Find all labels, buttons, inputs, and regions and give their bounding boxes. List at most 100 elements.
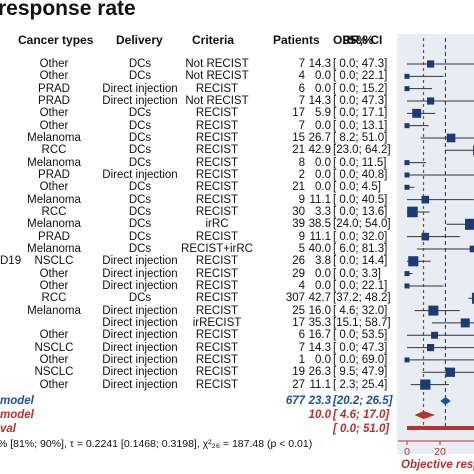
cancer-type-cell: Other — [39, 181, 69, 194]
delivery-cell: Direct injection — [102, 366, 178, 379]
cancer-type-cell: Other — [39, 279, 69, 292]
cancer-type-cell: Melanoma — [27, 156, 81, 169]
criteria-cell: RECIST — [195, 144, 239, 157]
criteria-cell: RECIST — [195, 205, 239, 218]
delivery-cell: Direct injection — [102, 267, 178, 280]
cancer-type-cell: PRAD — [38, 168, 70, 181]
patients-cell: 9 — [298, 193, 305, 206]
cancer-type-cell: Melanoma — [27, 131, 81, 144]
orr-cell: 35.3 — [308, 316, 331, 329]
criteria-cell: RECIST — [195, 131, 239, 144]
delivery-cell: Direct injection — [102, 378, 178, 391]
delivery-cell: DCs — [128, 107, 152, 120]
orr-cell: 26.7 — [308, 131, 331, 144]
delivery-cell: DCs — [128, 58, 152, 70]
ci-cell: [ 0.0; 22.1] — [333, 279, 388, 292]
orr-cell: 0.0 — [315, 168, 331, 181]
x-axis-label: Objective resp — [401, 459, 474, 471]
ci-cell: [15.1; 58.7] — [333, 316, 391, 329]
criteria-cell: RECIST — [195, 353, 239, 366]
axis-tick-0: 0 — [404, 446, 410, 458]
delivery-cell: DCs — [128, 242, 152, 255]
patients-cell: 30 — [292, 205, 305, 218]
delivery-cell: DCs — [128, 119, 152, 132]
patients-cell: 15 — [292, 131, 305, 144]
orr-cell: 0.0 — [315, 156, 331, 169]
ci-cell: [ 0.0; 3.3] — [333, 267, 381, 280]
criteria-cell: RECIST — [195, 181, 239, 194]
ci-cell: [ 0.0; 4.5] — [333, 181, 381, 194]
patients-cell: 19 — [292, 366, 305, 379]
ci-cell: [24.0; 54.0] — [333, 218, 391, 231]
patients-cell: 25 — [292, 304, 305, 317]
study-marker — [404, 271, 410, 277]
random-summary-diamond — [440, 397, 451, 405]
patients-cell: 21 — [292, 144, 305, 157]
cancer-type-cell: Other — [39, 70, 69, 83]
header-ci: 95% CI — [343, 33, 383, 47]
ci-cell: [ 0.0; 53.5] — [333, 329, 388, 342]
fixed-model-label: model — [0, 409, 34, 421]
patients-cell: 307 — [285, 292, 305, 305]
criteria-cell: RECIST — [195, 267, 239, 280]
header-cancer-types: Cancer types — [18, 33, 94, 47]
cancer-type-cell: Other — [39, 107, 69, 120]
delivery-cell: Direct injection — [102, 353, 178, 366]
ci-cell: [ 0.0; 47.3] — [333, 94, 388, 107]
study-marker — [404, 357, 410, 363]
prediction-interval-bar — [407, 426, 474, 430]
patients-cell: 17 — [292, 107, 305, 120]
patients-cell: 4 — [298, 70, 305, 83]
patients-cell: 7 — [298, 341, 305, 354]
header-criteria: Criteria — [192, 33, 235, 47]
header-patients: Patients — [273, 33, 320, 47]
orr-cell: 40.0 — [308, 242, 331, 255]
cancer-type-cell: Other — [39, 378, 69, 391]
prediction-ci: [ 0.0; 51.0] — [333, 423, 390, 435]
ci-cell: [ 0.0; 47.3] — [333, 58, 388, 70]
delivery-cell: DCs — [128, 218, 152, 231]
cancer-type-cell: NSCLC — [34, 255, 74, 268]
cancer-type-cell: Other — [39, 353, 69, 366]
ci-cell: [37.2; 48.2] — [333, 292, 391, 305]
orr-cell: 16.7 — [308, 329, 331, 342]
criteria-cell: RECIST — [195, 304, 239, 317]
delivery-cell: Direct injection — [102, 304, 178, 317]
patients-cell: 29 — [292, 267, 305, 280]
orr-cell: 16.0 — [308, 304, 331, 317]
orr-cell: 14.3 — [308, 94, 331, 107]
cancer-type-cell: Other — [39, 119, 69, 132]
delivery-cell: DCs — [128, 230, 152, 243]
delivery-cell: Direct injection — [102, 329, 178, 342]
cancer-type-cell: Melanoma — [27, 193, 81, 206]
patients-cell: 21 — [292, 181, 305, 194]
cancer-type-cell: PRAD — [38, 82, 70, 95]
delivery-cell: Direct injection — [102, 168, 178, 181]
criteria-cell: irRC — [205, 218, 229, 231]
ci-cell: [ 0.0; 17.1] — [333, 107, 388, 120]
ci-cell: [ 0.0; 47.3] — [333, 341, 388, 354]
patients-cell: 39 — [292, 218, 305, 231]
delivery-cell: DCs — [128, 70, 152, 83]
ci-cell: [ 0.0; 14.4] — [333, 255, 388, 268]
study-marker — [412, 108, 422, 118]
ci-cell: [ 4.6; 32.0] — [333, 304, 388, 317]
random-model-orr: 23.3 — [308, 395, 331, 407]
patients-cell: 7 — [298, 58, 305, 70]
criteria-cell: RECIST — [195, 255, 239, 268]
cancer-type-cell: NSCLC — [34, 366, 74, 379]
patients-cell: 7 — [298, 94, 305, 107]
delivery-cell: Direct injection — [102, 255, 178, 268]
ci-cell: [ 0.0; 40.5] — [333, 193, 388, 206]
ci-cell: [23.0; 64.2] — [333, 144, 391, 157]
study-marker — [420, 379, 431, 390]
ci-cell: [ 0.0; 22.1] — [333, 70, 388, 83]
orr-cell: 38.5 — [308, 218, 331, 231]
patients-cell: 1 — [298, 353, 305, 366]
delivery-cell: DCs — [128, 292, 152, 305]
delivery-cell: Direct injection — [102, 316, 178, 329]
study-marker — [407, 206, 418, 218]
ci-cell: [ 0.0; 32.0] — [333, 230, 388, 243]
criteria-cell: irRECIST — [192, 316, 242, 329]
ci-cell: [ 0.0; 13.6] — [333, 205, 388, 218]
